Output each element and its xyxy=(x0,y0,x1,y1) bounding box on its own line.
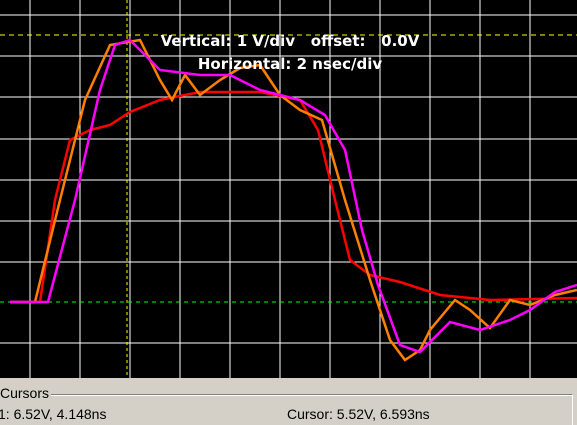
vertical-label: Vertical: 1 V/div offset: 0.0V xyxy=(161,32,420,50)
screen-background xyxy=(0,0,577,378)
cursor2-readout: Cursor: 5.52V, 6.593ns xyxy=(287,406,430,422)
group-box xyxy=(0,394,573,425)
trace-magenta xyxy=(10,38,577,354)
cursor-panel: Cursors 1: 6.52V, 4.148ns Cursor: 5.52V,… xyxy=(0,378,577,425)
trace-red xyxy=(10,90,577,304)
horizontal-label: Horizontal: 2 nsec/div xyxy=(198,55,382,73)
cursor1-readout: 1: 6.52V, 4.148ns xyxy=(0,406,107,422)
scope-screen: Vertical: 1 V/div offset: 0.0V Horizonta… xyxy=(0,0,577,378)
group-title: Cursors xyxy=(0,385,52,401)
